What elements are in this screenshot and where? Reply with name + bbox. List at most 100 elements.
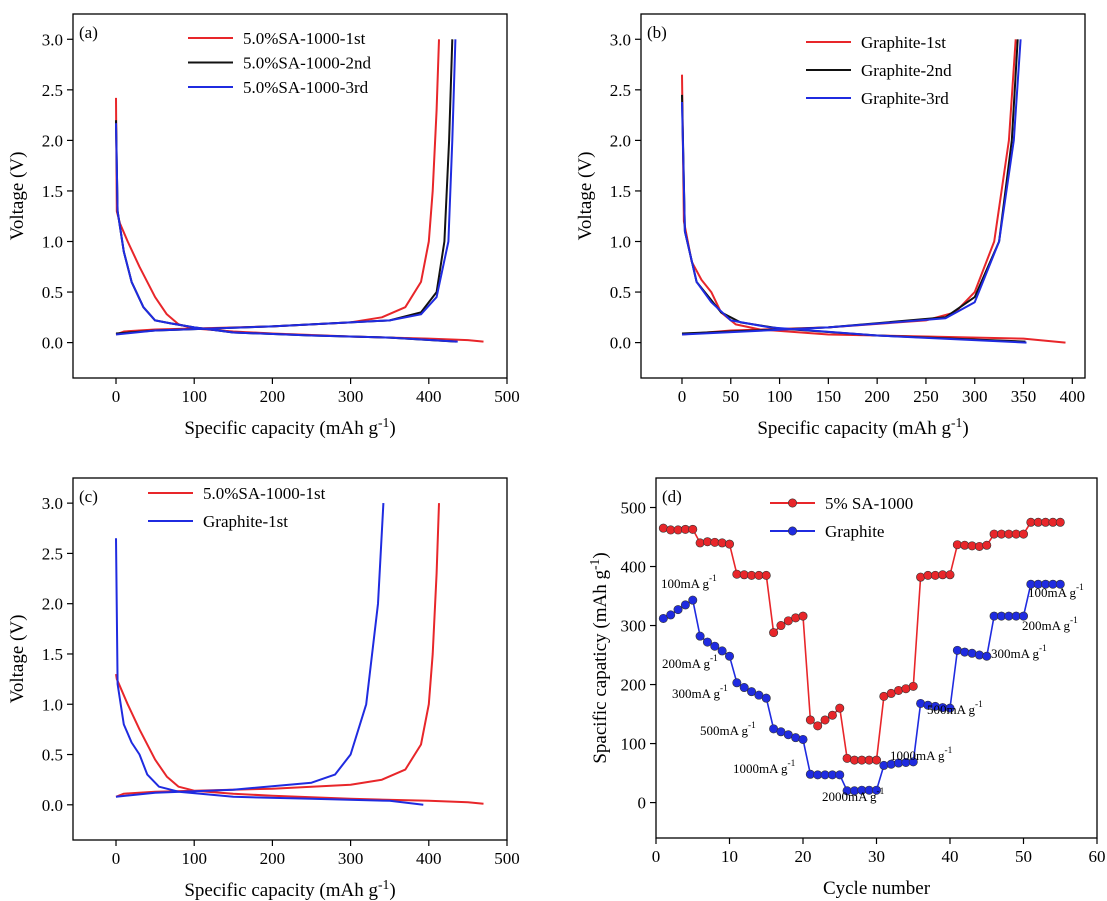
data-point xyxy=(1018,529,1028,539)
annotation-text: 100mA g xyxy=(1028,585,1077,600)
data-point xyxy=(673,605,683,615)
annotation-text: 100mA g xyxy=(661,576,710,591)
x-axis-label: Specific capacity (mAh g-1) xyxy=(757,415,968,439)
annotation-sup: -1 xyxy=(788,759,796,769)
x-tick-label: 500 xyxy=(494,849,520,868)
data-point xyxy=(695,631,705,641)
annotation: 300mA g-1 xyxy=(991,644,1047,661)
y-tick-label: 500 xyxy=(621,499,647,518)
annotation: 200mA g-1 xyxy=(662,654,718,671)
x-axis-label: Specific capacity (mAh g-1) xyxy=(184,877,395,901)
y-tick-label: 1.5 xyxy=(610,182,631,201)
data-point xyxy=(724,539,734,549)
y-tick-label: 1.5 xyxy=(42,645,63,664)
x-tick-label: 200 xyxy=(260,387,286,406)
x-tick-label: 100 xyxy=(181,387,207,406)
x-tick-label: 100 xyxy=(181,849,207,868)
data-point xyxy=(658,613,668,623)
y-tick-label: 0.0 xyxy=(42,796,63,815)
legend-label: Graphite-1st xyxy=(203,512,288,531)
y-tick-label: 200 xyxy=(621,676,647,695)
data-point xyxy=(1055,579,1065,589)
legend-label: 5.0%SA-1000-3rd xyxy=(243,78,369,97)
x-tick-label: 300 xyxy=(962,387,988,406)
annotation: 100mA g-1 xyxy=(661,574,717,591)
x-tick-label: 300 xyxy=(338,849,364,868)
panel-label: (d) xyxy=(662,487,682,506)
y-tick-label: 1.0 xyxy=(42,695,63,714)
y-axis-label-text: Spacific capaticy (mAh g xyxy=(590,570,611,764)
x-tick-label: 150 xyxy=(816,387,842,406)
y-tick-label: 2.5 xyxy=(42,81,63,100)
x-tick-label: 200 xyxy=(260,849,286,868)
data-point xyxy=(945,703,955,713)
series-line xyxy=(681,39,1027,344)
y-tick-label: 3.0 xyxy=(42,494,63,513)
data-point xyxy=(974,650,984,660)
y-axis-label-end: ) xyxy=(590,552,611,558)
data-point xyxy=(732,678,742,688)
y-tick-label: 0.0 xyxy=(610,334,631,353)
x-axis-label-sup: -1 xyxy=(378,415,390,430)
x-axis-label-text: Specific capacity (mAh g xyxy=(184,880,378,901)
x-tick-label: 10 xyxy=(721,847,738,866)
data-point xyxy=(982,540,992,550)
data-point xyxy=(952,645,962,655)
y-tick-label: 1.0 xyxy=(42,233,63,252)
x-axis-label-end: ) xyxy=(389,418,395,439)
x-tick-label: 350 xyxy=(1011,387,1037,406)
y-axis-label-text: Voltage (V) xyxy=(7,152,28,241)
y-tick-label: 0.5 xyxy=(610,283,631,302)
data-point xyxy=(879,760,889,770)
data-point xyxy=(761,693,771,703)
annotation-text: 1000mA g xyxy=(890,748,945,763)
data-point xyxy=(827,710,837,720)
x-tick-label: 50 xyxy=(1015,847,1032,866)
annotation: 1000mA g-1 xyxy=(890,746,953,763)
data-point xyxy=(842,753,852,763)
annotation-sup: -1 xyxy=(720,684,728,694)
annotation: 300mA g-1 xyxy=(672,684,728,701)
data-point xyxy=(894,685,904,695)
data-point xyxy=(960,647,970,657)
y-tick-label: 400 xyxy=(621,558,647,577)
x-tick-label: 0 xyxy=(112,387,121,406)
x-axis-label: Specific capacity (mAh g-1) xyxy=(184,415,395,439)
x-axis-label-text: Specific capacity (mAh g xyxy=(757,418,951,439)
y-axis-label: Voltage (V) xyxy=(7,615,28,704)
data-point xyxy=(680,600,690,610)
y-tick-label: 100 xyxy=(621,735,647,754)
data-point xyxy=(835,770,845,780)
y-tick-label: 1.0 xyxy=(610,233,631,252)
x-tick-label: 30 xyxy=(868,847,885,866)
y-tick-label: 0 xyxy=(638,794,647,813)
annotation-sup: -1 xyxy=(710,654,718,664)
x-axis-label-end: ) xyxy=(962,418,968,439)
x-tick-label: 400 xyxy=(416,849,442,868)
data-point xyxy=(908,681,918,691)
annotation: 500mA g-1 xyxy=(927,700,983,717)
y-axis-label-text: Voltage (V) xyxy=(7,615,28,704)
x-axis-label-end: ) xyxy=(389,880,395,901)
data-point xyxy=(798,734,808,744)
data-point xyxy=(710,641,720,651)
legend-label: Graphite-3rd xyxy=(861,89,949,108)
annotation-text: 1000mA g xyxy=(733,761,788,776)
y-tick-label: 2.0 xyxy=(610,131,631,150)
data-point xyxy=(724,651,734,661)
plot-frame xyxy=(72,13,508,379)
annotation: 200mA g-1 xyxy=(1022,616,1078,633)
annotation-text: 200mA g xyxy=(662,656,711,671)
legend-label: 5.0%SA-1000-1st xyxy=(203,484,326,503)
x-axis-label-text: Cycle number xyxy=(823,878,931,899)
annotation: 2000mA g-1 xyxy=(822,787,885,804)
annotation-text: 200mA g xyxy=(1022,618,1071,633)
data-point xyxy=(776,621,786,631)
annotation-text: 500mA g xyxy=(700,723,749,738)
data-point xyxy=(982,651,992,661)
data-point xyxy=(835,703,845,713)
data-point xyxy=(805,715,815,725)
x-tick-label: 0 xyxy=(112,849,121,868)
data-point xyxy=(974,541,984,551)
